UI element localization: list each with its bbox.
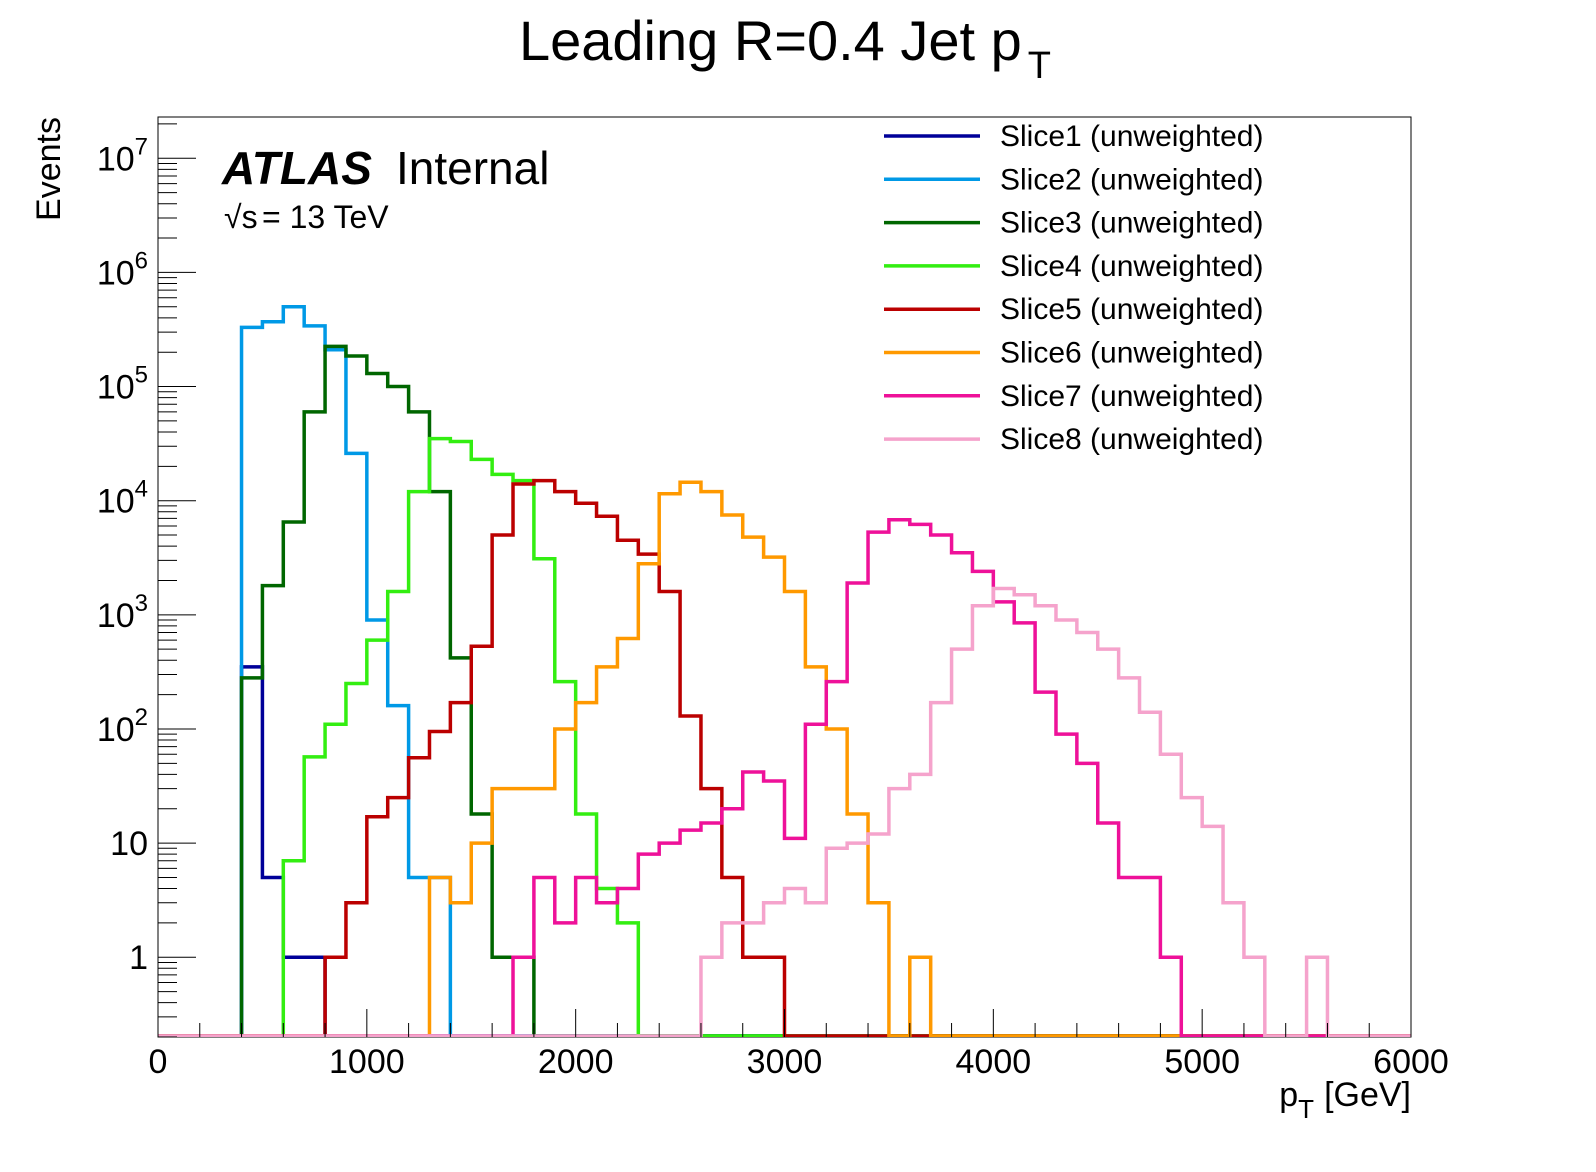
atlas-status: Internal [396,142,549,194]
energy-value: = 13 TeV [262,199,389,235]
legend-entry-label: Slice8 (unweighted) [1000,423,1263,456]
energy-sqrt: √s [224,199,258,235]
y-axis-label: Events [30,117,68,221]
x-axis-label: pT [GeV] [1279,1076,1411,1124]
legend-entry-label: Slice1 (unweighted) [1000,120,1263,153]
legend-entry-label: Slice2 (unweighted) [1000,163,1263,196]
x-tick-label: 0 [149,1043,168,1081]
x-tick-label: 6000 [1373,1043,1449,1081]
x-axis-label-main: p [1279,1076,1298,1114]
series-6-line [158,480,1411,1037]
legend: Slice1 (unweighted) Slice2 (unweighted) Sl… [884,120,1263,456]
series-5-line [158,478,1411,1037]
legend-entry-label: Slice7 (unweighted) [1000,380,1263,413]
x-tick-label: 1000 [329,1043,405,1081]
x-axis-label-unit: [GeV] [1324,1076,1411,1114]
legend-entry-label: Slice4 (unweighted) [1000,250,1263,283]
chart-title-subscript: T [1028,45,1051,87]
y-tick-label: 10 [110,825,148,863]
energy-label: √s = 13 TeV [224,199,389,235]
series-8-line [158,586,1411,1037]
y-tick-label: 105 [97,362,148,407]
y-tick-label: 104 [97,476,148,521]
legend-entry-label: Slice6 (unweighted) [1000,337,1263,370]
y-tick-label: 107 [97,133,148,178]
y-tick-label: 1 [129,939,148,977]
axes-layer: 0 1000 2000 3000 4000 5000 6000 1 10 102 103 104 105… [97,123,1449,1081]
y-tick-label: 103 [97,590,148,635]
series-4-line [158,436,1411,1037]
atlas-experiment: ATLAS [221,142,372,194]
x-tick-label: 4000 [956,1043,1032,1081]
chart-title-main: Leading R=0.4 Jet p [519,9,1022,72]
y-tick-label: 106 [97,247,148,292]
y-tick-label: 102 [97,704,148,749]
series-7-line [158,518,1411,1037]
x-tick-label: 5000 [1164,1043,1240,1081]
x-tick-label: 3000 [747,1043,823,1081]
series-layer [158,305,1411,1037]
x-axis-label-subscript: T [1298,1094,1314,1124]
atlas-label: ATLAS Internal [221,142,549,194]
x-tick-label: 2000 [538,1043,614,1081]
legend-entry-label: Slice5 (unweighted) [1000,293,1263,326]
legend-entry-label: Slice3 (unweighted) [1000,207,1263,240]
